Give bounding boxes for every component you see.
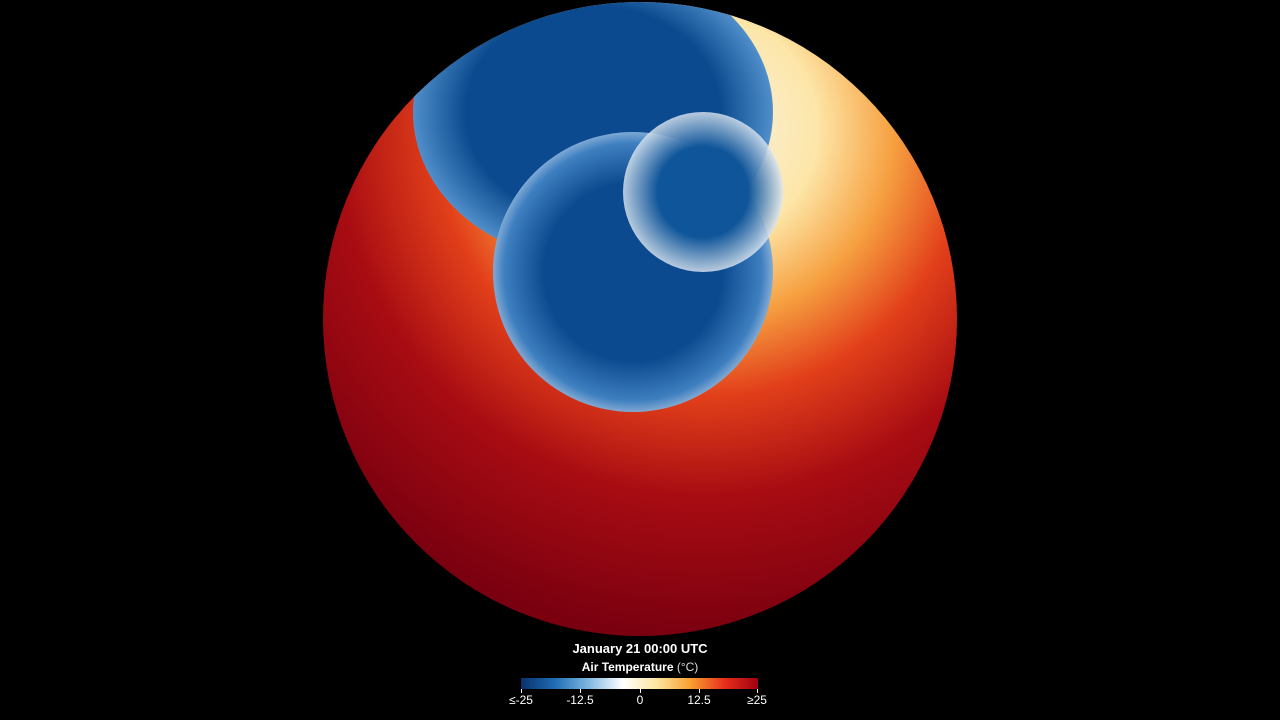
legend-tick-label: 12.5 — [687, 693, 711, 707]
globe-temperature-map — [323, 2, 957, 636]
legend-tick-label: ≥25 — [747, 693, 767, 707]
legend-title-text: Air Temperature — [581, 660, 674, 674]
legend-tick — [699, 689, 700, 693]
legend-unit: (°C) — [676, 660, 699, 674]
legend-tick — [521, 689, 522, 693]
legend-tick-label: 0 — [636, 693, 644, 707]
legend-title: Air Temperature (°C) — [0, 660, 1280, 674]
legend-tick — [757, 689, 758, 693]
color-scale-bar — [521, 678, 758, 689]
legend-tick — [640, 689, 641, 693]
legend-tick — [580, 689, 581, 693]
cold-region-greenland — [623, 112, 783, 272]
legend-tick-label: -12.5 — [566, 693, 594, 707]
legend-tick-label: ≤-25 — [509, 693, 533, 707]
timestamp-label: January 21 00:00 UTC — [572, 641, 708, 656]
